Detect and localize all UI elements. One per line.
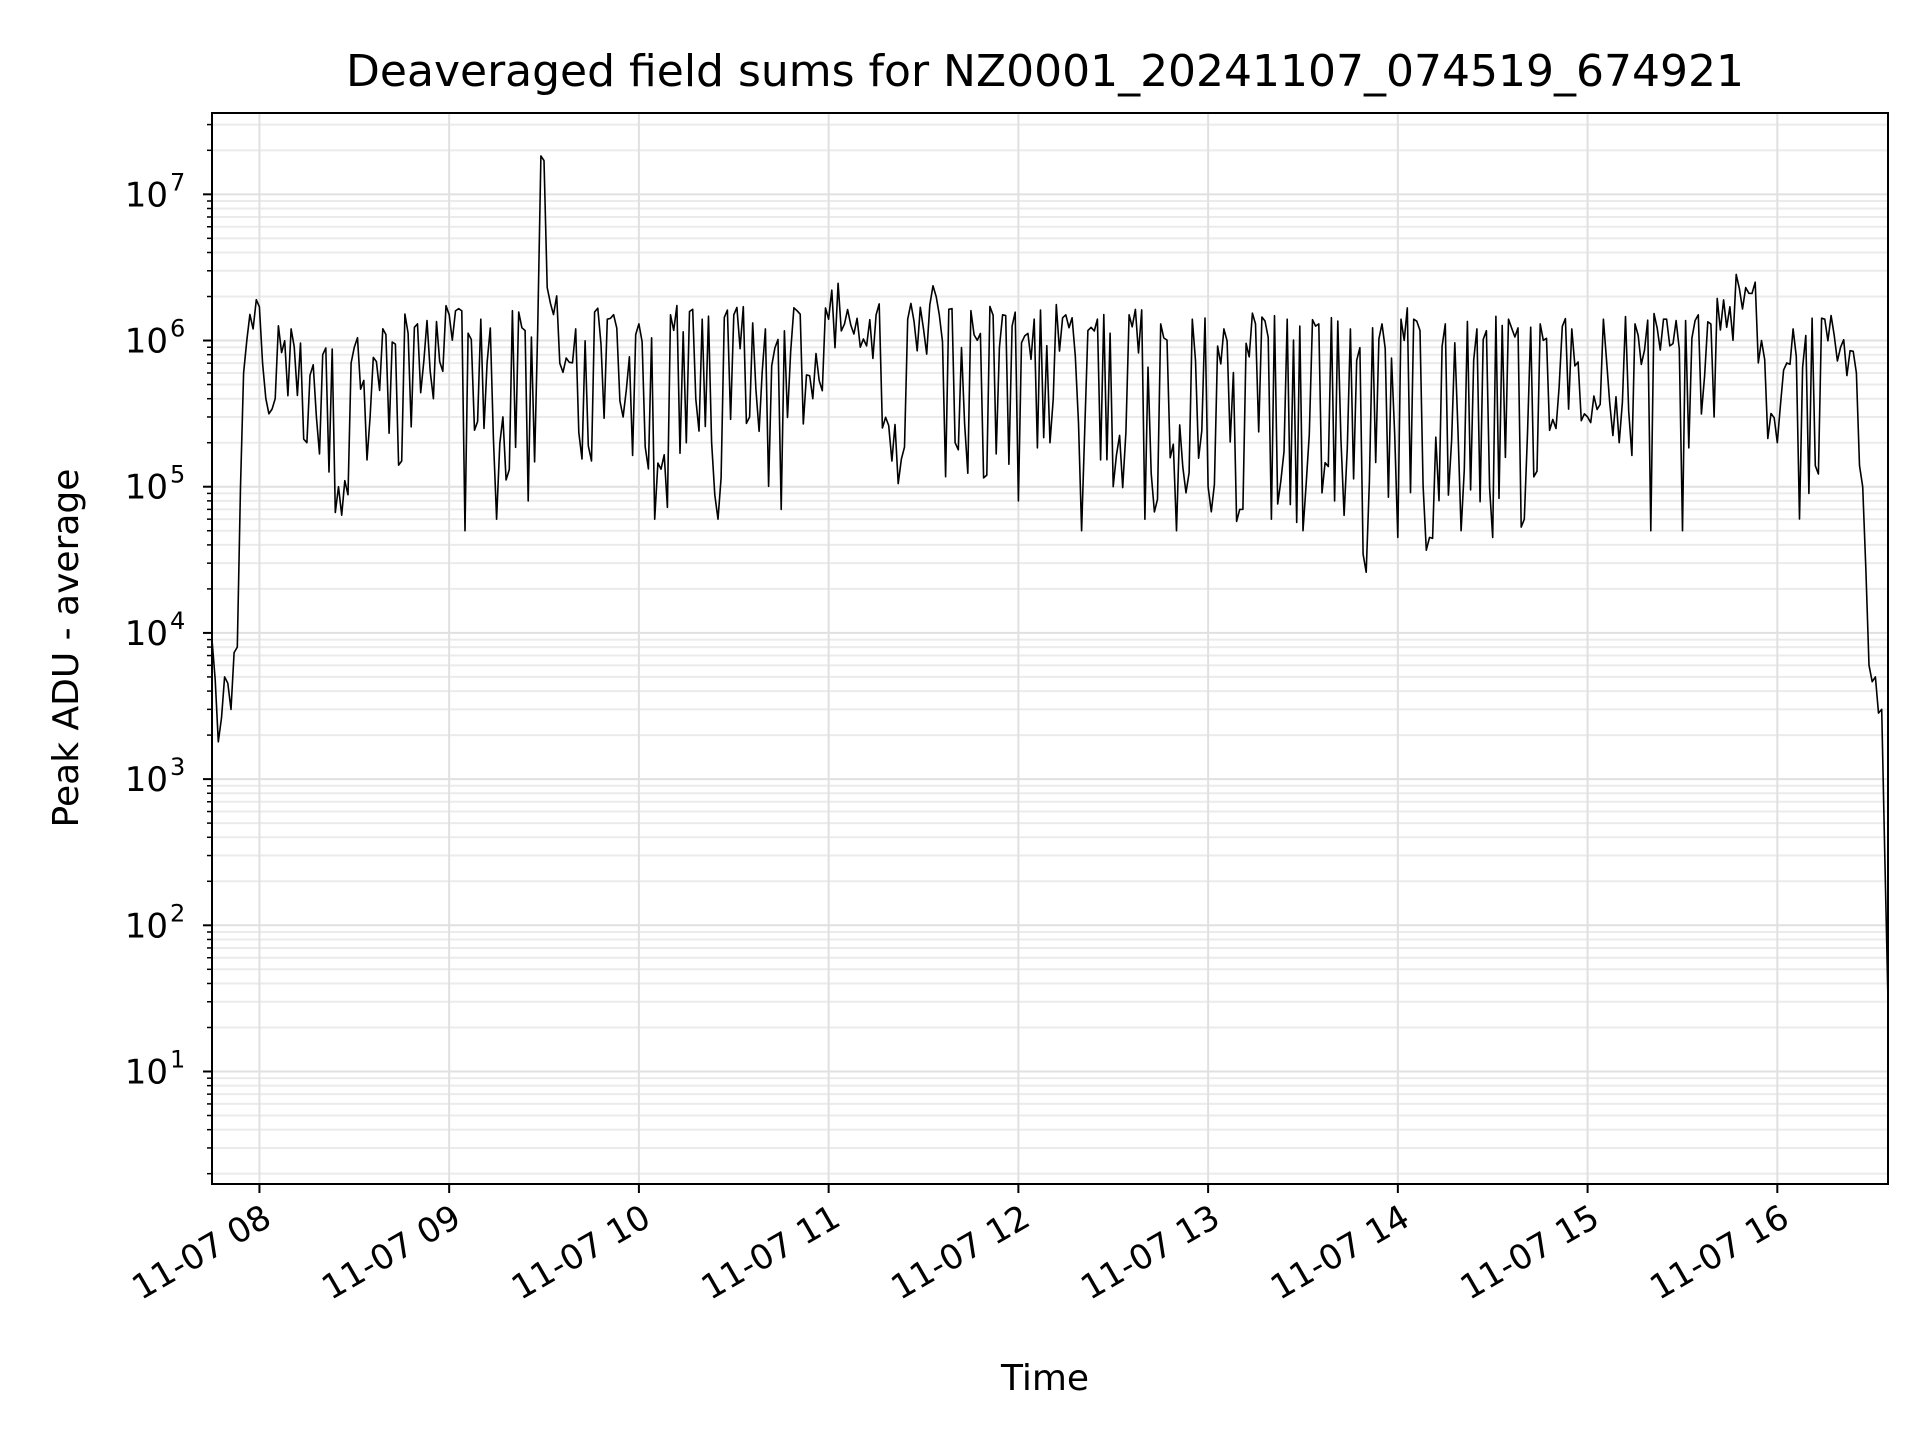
x-axis-label: Time [1000,1358,1089,1399]
y-tick-exponent: 2 [170,899,185,927]
y-tick-label: 10 [125,760,168,800]
y-tick-label: 10 [125,322,168,362]
y-tick-exponent: 6 [170,315,185,343]
y-tick-exponent: 3 [170,753,185,781]
y-axis-label: Peak ADU - average [46,469,87,828]
chart-title: Deaveraged field sums for NZ0001_2024110… [346,46,1744,97]
y-tick-label: 10 [125,468,168,508]
y-tick-label: 10 [125,906,168,946]
y-tick-label: 10 [125,175,168,215]
series-line [211,155,1889,1002]
y-tick-label: 10 [125,1052,168,1092]
plot-area [211,155,1889,1002]
y-tick-exponent: 7 [170,168,185,196]
y-tick-exponent: 5 [170,461,185,489]
grid-lines [212,113,1888,1184]
y-tick-exponent: 1 [170,1045,185,1073]
plot-frame [211,112,1889,1185]
y-tick-label: 10 [125,614,168,654]
y-tick-exponent: 4 [170,607,185,635]
